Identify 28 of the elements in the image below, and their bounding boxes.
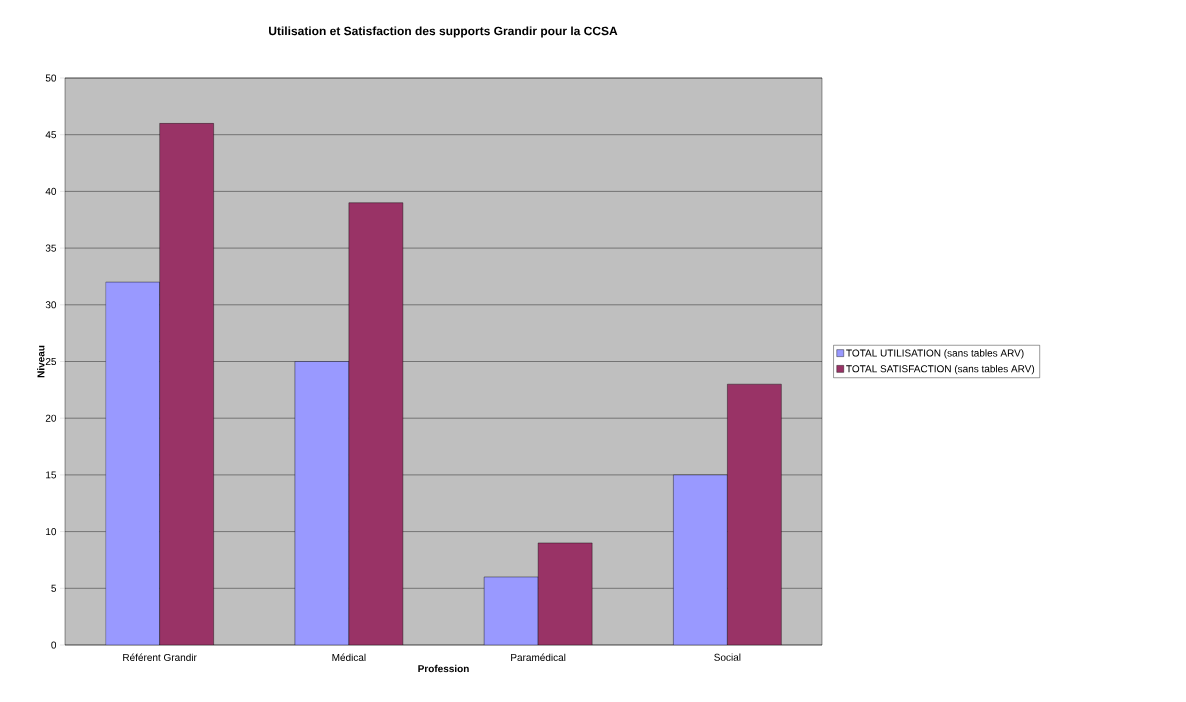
x-tick-label: Médical xyxy=(332,653,366,661)
x-tick-label: Référent Grandir xyxy=(123,653,197,661)
y-tick-label: 0 xyxy=(51,641,57,649)
y-tick-label: 25 xyxy=(45,357,57,366)
y-tick-label: 5 xyxy=(51,584,57,592)
y-tick-label: 20 xyxy=(45,414,57,422)
bar xyxy=(537,542,593,645)
y-tick-label: 15 xyxy=(46,471,57,479)
y-tick-label: 50 xyxy=(45,74,57,82)
y-tick-label: 35 xyxy=(45,244,57,252)
bar xyxy=(294,361,350,645)
bar xyxy=(483,576,539,645)
y-axis-title: Niveau xyxy=(37,345,45,378)
y-tick-label: 10 xyxy=(46,528,57,536)
x-tick-label: Social xyxy=(714,653,741,661)
chart-title: Utilisation et Satisfaction des supports Grandir pour la CCSA xyxy=(269,26,618,38)
bar xyxy=(105,281,160,645)
x-axis-title: Profession xyxy=(418,664,469,673)
y-tick-label: 40 xyxy=(45,187,57,195)
bar xyxy=(159,123,214,645)
x-tick-label: Paramédical xyxy=(511,653,566,661)
bar xyxy=(348,202,404,645)
y-tick-label: 45 xyxy=(45,131,57,139)
bar xyxy=(727,383,782,645)
y-tick-label: 30 xyxy=(45,301,57,309)
legend-label: TOTAL UTILISATION (sans tables ARV) xyxy=(846,349,1024,359)
legend-label: TOTAL SATISFACTION (sans tables ARV) xyxy=(846,365,1035,375)
bar xyxy=(673,474,728,645)
